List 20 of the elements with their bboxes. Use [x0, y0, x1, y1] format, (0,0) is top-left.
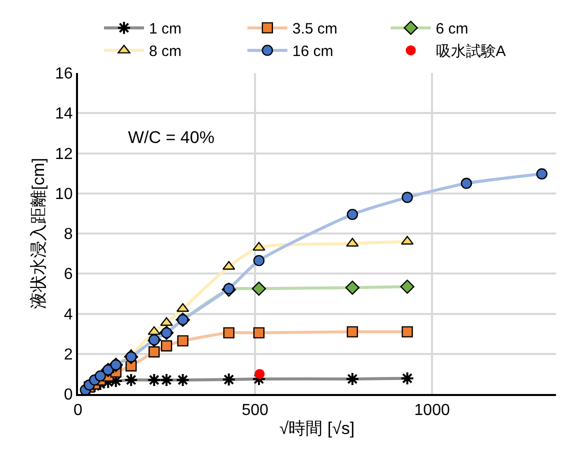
y-tick-label: 4: [64, 306, 73, 324]
legend-label: 8 cm: [149, 43, 182, 60]
y-tick-label: 12: [55, 146, 73, 163]
y-tick-label: 0: [64, 386, 73, 404]
x-axis-title: √時間 [√s]: [279, 419, 355, 438]
y-tick-label: 16: [55, 66, 73, 83]
legend-label: 16 cm: [292, 43, 334, 60]
legend-label: 1 cm: [149, 20, 182, 38]
legend-label: 3.5 cm: [292, 20, 338, 38]
x-tick-label: 500: [242, 402, 268, 420]
y-tick-label: 14: [55, 106, 73, 123]
y-tick-label: 6: [64, 266, 73, 284]
legend-label: 吸水試験A: [436, 43, 506, 60]
y-tick-label: 2: [64, 346, 73, 364]
y-tick-label: 8: [64, 226, 73, 244]
annotation: W/C = 40%: [128, 128, 214, 147]
legend-label: 6 cm: [436, 20, 468, 38]
y-tick-label: 10: [55, 186, 73, 203]
x-tick-label: 1000: [414, 402, 450, 420]
y-axis-title: 液状水浸入距離[cm]: [29, 158, 48, 310]
